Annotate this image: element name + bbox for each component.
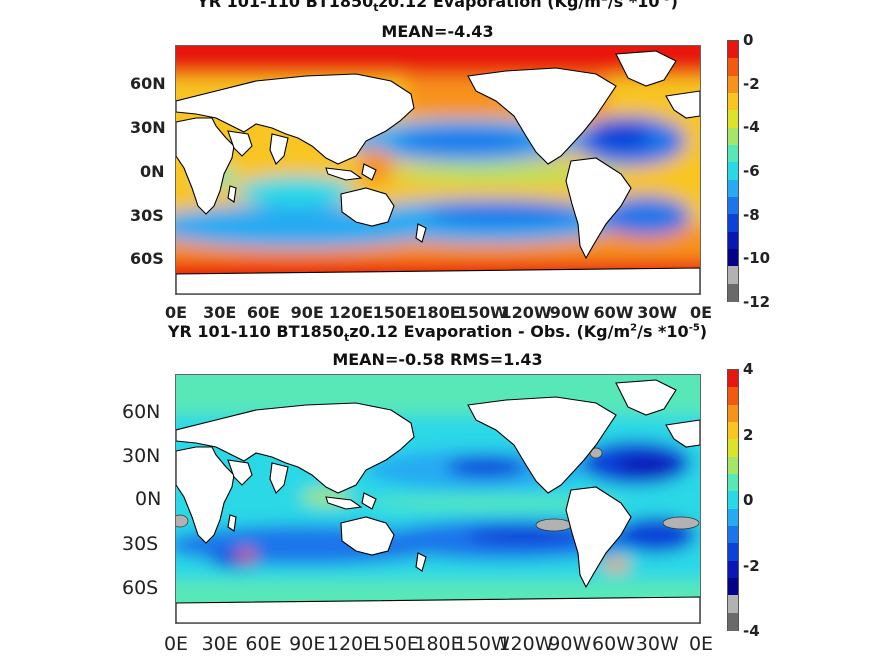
colorbar-segment	[728, 162, 738, 181]
colorbar-segment	[728, 456, 738, 475]
continents	[176, 379, 700, 623]
colorbar-tick-label: -8	[743, 205, 760, 224]
x-tick-label: 60W	[592, 633, 635, 655]
colorbar-segment	[728, 283, 738, 302]
colorbar-tick-label: -10	[743, 249, 771, 268]
colorbar-segment	[728, 231, 738, 250]
colorbar-tick-label: -4	[743, 622, 760, 640]
colorbar-segment	[728, 560, 738, 579]
x-tick-label: 90W	[548, 633, 592, 655]
y-tick-label: 30S	[122, 533, 159, 555]
y-tick-label: 30N	[122, 445, 161, 467]
colorbar-segment	[728, 595, 738, 614]
x-tick-label: 120E	[328, 303, 374, 322]
evaporation-bias-map	[175, 374, 701, 624]
x-tick-label: 150E	[370, 633, 419, 655]
x-tick-label: 90E	[289, 633, 326, 655]
y-tick-label: 60N	[130, 74, 166, 93]
colorbar-segment	[728, 404, 738, 423]
y-tick-label: 60N	[122, 401, 161, 423]
colorbar-segment	[728, 75, 738, 94]
x-tick-label: 150E	[372, 303, 417, 322]
colorbar-segment	[728, 249, 738, 268]
colorbar-tick-label: -6	[743, 162, 760, 180]
colorbar-segment	[728, 508, 738, 527]
continents	[176, 50, 700, 294]
map-title-1: YR 101-110 BT1850tz0.12 Evaporation (Kg/…	[197, 0, 678, 15]
x-tick-label: 60E	[246, 303, 281, 322]
colorbar-tick-label: -12	[743, 293, 771, 311]
masked-regions	[176, 447, 700, 532]
y-tick-label: 30N	[130, 118, 166, 137]
colorbar-tick-label: 4	[743, 360, 754, 378]
y-tick-label: 30S	[130, 206, 164, 225]
x-tick-label: 90W	[549, 303, 590, 322]
x-tick-label: 0E	[163, 633, 189, 655]
y-tick-label: 60S	[130, 249, 164, 268]
y-tick-label: 0N	[140, 162, 165, 181]
colorbar-tick-label: 0	[743, 491, 754, 509]
colorbar-segment	[728, 387, 738, 406]
x-tick-label: 0E	[688, 633, 714, 655]
colorbar-segment	[728, 370, 738, 389]
colorbar-1	[727, 40, 739, 302]
x-tick-label: 30W	[637, 303, 678, 322]
colorbar-tick-label: -4	[743, 118, 760, 137]
x-tick-label: 30E	[201, 633, 238, 655]
colorbar-segment	[728, 491, 738, 510]
x-tick-label: 60W	[593, 303, 634, 322]
colorbar-2	[727, 369, 739, 631]
x-tick-label: 120W	[500, 303, 552, 322]
x-tick-label: 180E	[414, 633, 463, 655]
x-tick-label: 90E	[290, 303, 324, 322]
map-stat-1: MEAN=-4.43	[381, 22, 494, 41]
colorbar-segment	[728, 543, 738, 562]
colorbar-segment	[728, 266, 738, 285]
colorbar-segment	[728, 145, 738, 164]
colorbar-segment	[728, 93, 738, 112]
colorbar-tick-label: -2	[743, 556, 760, 575]
colorbar-segment	[728, 58, 738, 77]
colorbar-tick-label: 2	[743, 425, 754, 444]
x-tick-label: 30E	[203, 303, 237, 322]
x-tick-label: 120W	[498, 633, 554, 655]
colorbar-segment	[728, 474, 738, 493]
colorbar-segment	[728, 110, 738, 129]
x-tick-label: 30W	[635, 633, 679, 655]
x-tick-label: 0E	[164, 303, 188, 322]
map-title-2: YR 101-110 BT1850tz0.12 Evaporation - Ob…	[167, 322, 708, 345]
colorbar-segment	[728, 422, 738, 441]
colorbar-segment	[728, 214, 738, 233]
map-stat-2: MEAN=-0.58 RMS=1.43	[332, 350, 543, 369]
colorbar-segment	[728, 179, 738, 198]
x-tick-label: 60E	[245, 633, 282, 655]
colorbar-segment	[728, 439, 738, 458]
colorbar-tick-label: -2	[743, 74, 760, 93]
colorbar-segment	[728, 197, 738, 216]
colorbar-segment	[728, 612, 738, 631]
y-tick-label: 0N	[135, 488, 162, 510]
x-tick-label: 120E	[326, 633, 376, 655]
colorbar-segment	[728, 127, 738, 146]
x-tick-label: 180E	[416, 303, 461, 322]
colorbar-tick-label: 0	[743, 31, 754, 49]
colorbar-segment	[728, 526, 738, 545]
colorbar-segment	[728, 41, 738, 60]
x-tick-label: 150W	[456, 303, 508, 322]
colorbar-segment	[728, 578, 738, 597]
evaporation-map	[175, 45, 701, 295]
x-tick-label: 150W	[454, 633, 510, 655]
x-tick-label: 0E	[689, 303, 713, 322]
y-tick-label: 60S	[122, 577, 159, 599]
